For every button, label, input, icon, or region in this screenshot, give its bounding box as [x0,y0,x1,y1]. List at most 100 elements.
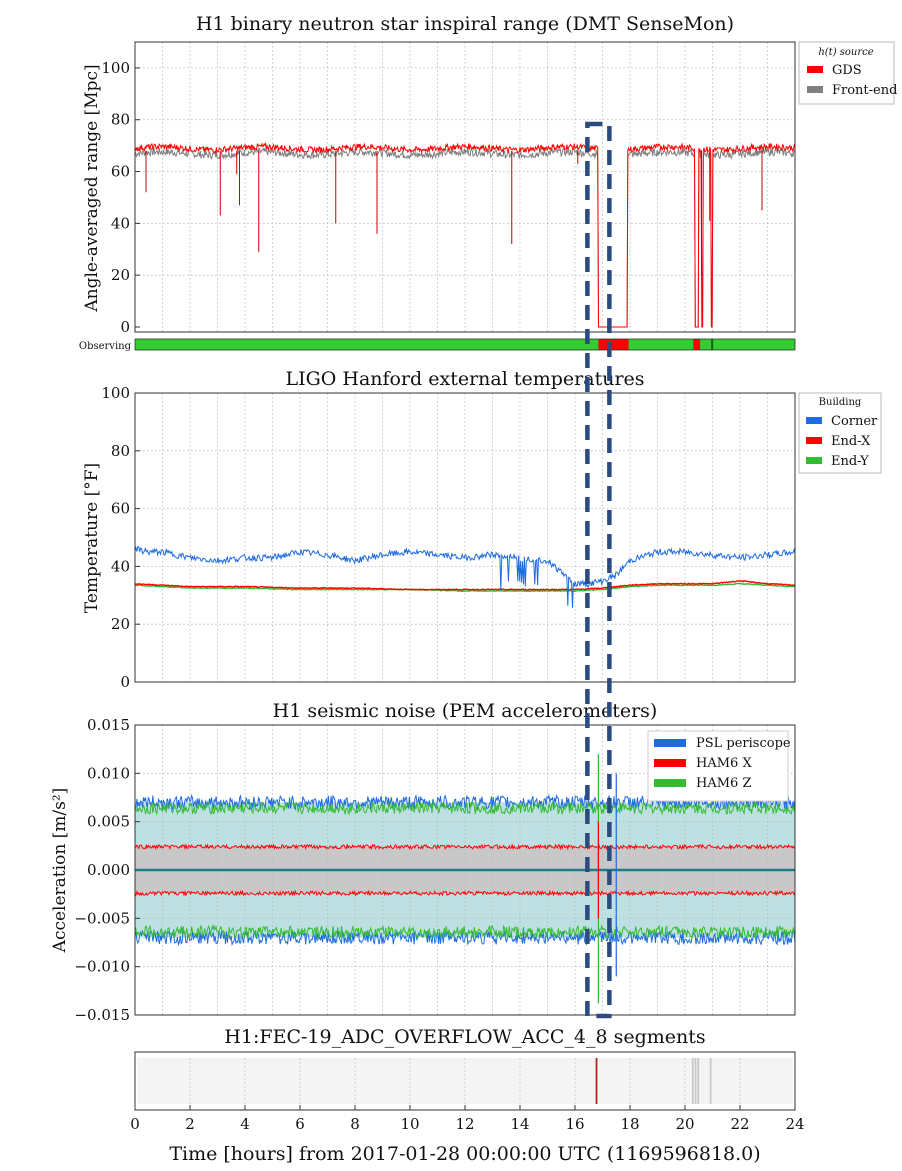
y-tick-label: −0.005 [74,909,130,927]
legend-swatch-end-y [806,457,822,464]
temperature-axes [134,392,796,683]
range-line-gds [134,142,796,328]
ham6z-upper-line [134,800,796,816]
seismic-ylabel: Acceleration [m/s²] [50,788,70,954]
seismic-legend: PSL periscope HAM6 X HAM6 Z [647,730,791,802]
range-panel: H1 binary neutron star inspiral range (D… [79,13,898,352]
y-tick-label: 80 [111,111,130,129]
temperature-ylabel: Temperature [°F] [82,463,102,613]
x-tick-labels: 0 2 4 6 8 10 12 14 16 18 20 22 24 [130,1105,805,1133]
overflow-segment [694,1058,697,1104]
overflow-segment [709,1058,712,1104]
overflow-segment [697,1058,700,1104]
range-series [134,142,796,328]
x-tick-label: 2 [185,1115,195,1133]
observing-state-bar [134,338,796,351]
state-mark [711,339,714,350]
x-tick-label: 16 [565,1115,584,1133]
x-tick-label: 24 [785,1115,804,1133]
temperature-line-corner [134,545,796,608]
state-off [693,339,701,350]
x-tick-label: 18 [620,1115,639,1133]
seismic-axes [134,724,796,1016]
y-tick-label: 60 [111,163,130,181]
temperature-series [134,545,796,608]
y-tick-label: 80 [111,442,130,460]
y-tick-label: 60 [111,500,130,518]
x-tick-label: 22 [730,1115,749,1133]
range-title: H1 binary neutron star inspiral range (D… [196,13,734,35]
x-tick-label: 4 [240,1115,250,1133]
seismic-y-ticks: 0.015 0.010 0.005 0.000 −0.005 −0.010 −0.015 [74,716,140,1024]
range-grid [135,42,795,332]
segments-title: H1:FEC-19_ADC_OVERFLOW_ACC_4_8 segments [224,1026,705,1048]
x-tick-label: 6 [295,1115,305,1133]
y-tick-label: 20 [111,615,130,633]
segments-panel: H1:FEC-19_ADC_OVERFLOW_ACC_4_8 segments … [130,1026,804,1165]
y-tick-label: 0.010 [87,764,130,782]
temperature-grid [135,393,795,682]
legend-label-gds: GDS [832,63,862,78]
seismic-title: H1 seismic noise (PEM accelerometers) [273,700,658,722]
y-tick-label: 0.015 [87,716,130,734]
y-tick-label: 0 [120,318,130,336]
legend-swatch-corner [806,417,822,424]
legend-swatch-front-end [807,86,823,93]
overflow-segment [595,1058,598,1104]
x-axis-label: Time [hours] from 2017-01-28 00:00:00 UT… [169,1143,760,1165]
range-y-ticks: 0 20 40 60 80 100 [101,59,140,336]
state-frame [134,338,796,351]
state-on [135,339,795,350]
legend-label-corner: Corner [831,414,878,429]
temperature-legend: Building Corner End-X End-Y [798,392,882,474]
range-legend: h(t) source GDS Front-end [798,41,897,105]
highlight-box [585,121,612,1019]
x-tick-label: 10 [400,1115,419,1133]
range-line-front-end [134,146,796,328]
seismic-panel: H1 seismic noise (PEM accelerometers) 0.… [50,700,796,1024]
range-legend-title: h(t) source [818,47,873,58]
y-tick-label: 40 [111,557,130,575]
range-axes [134,41,796,333]
y-tick-label: 0.005 [87,813,130,831]
y-tick-label: 0.000 [87,861,130,879]
legend-label-ham6-z: HAM6 Z [696,776,751,791]
temperature-panel: LIGO Hanford external temperatures 0 20 40… [82,368,882,691]
temperature-legend-title: Building [819,397,862,408]
temperature-y-ticks: 0 20 40 60 80 100 [101,384,140,691]
range-ylabel: Angle-averaged range [Mpc] [82,64,102,312]
overflow-segment [691,1058,694,1104]
x-tick-label: 14 [510,1115,529,1133]
x-tick-label: 0 [130,1115,140,1133]
y-tick-label: 100 [101,59,130,77]
highlight-rect [585,121,612,1019]
y-tick-label: −0.015 [74,1006,130,1024]
legend-swatch-gds [807,66,823,73]
y-tick-label: −0.010 [74,958,130,976]
legend-label-front-end: Front-end [832,83,897,98]
ham6x-upper-line [134,843,796,851]
psl-upper-line [134,793,796,811]
seismic-series [134,754,796,1004]
y-tick-label: 20 [111,266,130,284]
ham6x-lower-line [134,889,796,897]
x-tick-label: 12 [455,1115,474,1133]
legend-label-ham6-x: HAM6 X [696,756,752,771]
state-off [598,339,629,350]
y-tick-label: 0 [120,673,130,691]
segments-marks [595,1058,712,1104]
x-tick-label: 8 [350,1115,360,1133]
temperature-title: LIGO Hanford external temperatures [285,368,644,390]
temperature-line-end-y [134,582,796,593]
y-tick-label: 100 [101,384,130,402]
ham6z-lower-line [134,924,796,940]
y-tick-label: 40 [111,214,130,232]
legend-swatch-ham6-x [654,759,686,767]
observing-label: Observing [79,341,132,352]
x-tick-label: 20 [675,1115,694,1133]
legend-label-psl: PSL periscope [696,736,791,751]
temperature-line-end-x [134,579,796,591]
legend-label-end-x: End-X [831,434,871,449]
legend-swatch-ham6-z [654,779,686,787]
